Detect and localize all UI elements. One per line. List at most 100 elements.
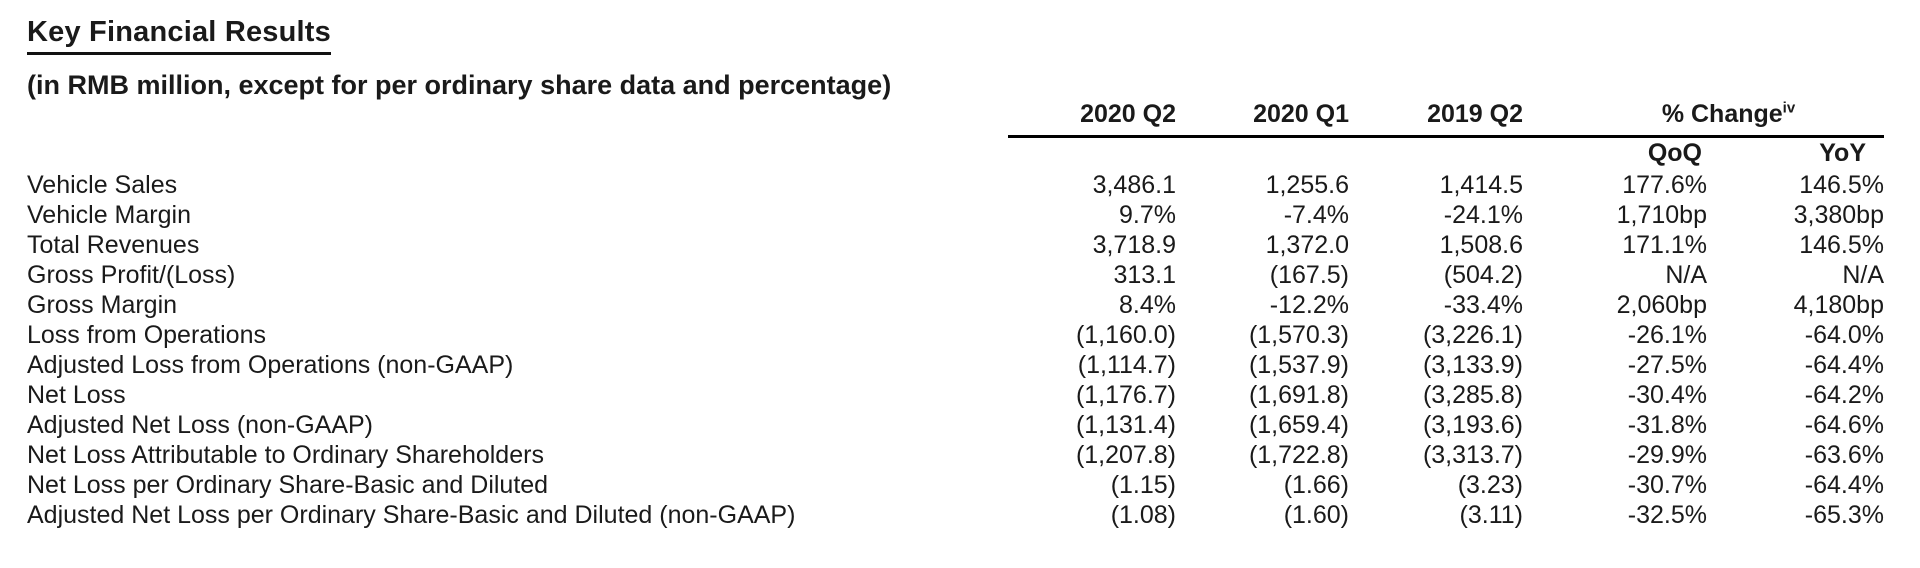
cell-value: (1.60) <box>1283 501 1349 529</box>
cell-value: 3,486.1 <box>1092 171 1176 199</box>
cell-value: N/A <box>1842 261 1884 289</box>
cell-value: (1,570.3) <box>1248 321 1349 349</box>
change-subheader-row: QoQ YoY <box>27 136 1884 170</box>
row-label: Adjusted Net Loss (non-GAAP) <box>27 411 373 439</box>
table-subtitle: (in RMB million, except for per ordinary… <box>27 70 892 100</box>
cell-value: (167.5) <box>1269 261 1349 289</box>
cell-value: -63.6% <box>1804 441 1884 469</box>
row-label: Net Loss <box>27 381 126 409</box>
cell-value: (1.66) <box>1283 471 1349 499</box>
cell-value: 1,710bp <box>1616 201 1707 229</box>
cell-value: 9.7% <box>1119 201 1176 229</box>
cell-value: -27.5% <box>1627 351 1707 379</box>
row-label: Vehicle Sales <box>27 171 178 199</box>
table-row: Vehicle Margin 9.7% -7.4% -24.1% 1,710bp 3,38… <box>27 200 1884 230</box>
cell-value: -65.3% <box>1804 501 1884 529</box>
subheader-spacer <box>1008 136 1176 170</box>
row-label: Adjusted Loss from Operations (non-GAAP) <box>27 351 514 379</box>
cell-value: -12.2% <box>1269 291 1349 319</box>
column-header-yoy: YoY <box>1819 139 1866 167</box>
column-header-percent-change: % Changeiv <box>1523 92 1884 138</box>
cell-value: -26.1% <box>1627 321 1707 349</box>
table-row: Vehicle Sales 3,486.1 1,255.6 1,414.5 177.6%… <box>27 170 1884 200</box>
cell-value: -32.5% <box>1627 501 1707 529</box>
header-spacer <box>27 92 1008 136</box>
percent-change-label: % Change <box>1661 99 1783 128</box>
cell-value: (1,131.4) <box>1075 411 1176 439</box>
column-header-2020-q2: 2020 Q2 <box>1008 92 1176 138</box>
table-row: Total Revenues 3,718.9 1,372.0 1,508.6 171.1… <box>27 230 1884 260</box>
cell-value: (3,313.7) <box>1422 441 1523 469</box>
cell-value: -64.2% <box>1804 381 1884 409</box>
cell-value: (3,193.6) <box>1422 411 1523 439</box>
cell-value: (1,176.7) <box>1075 381 1176 409</box>
cell-value: (504.2) <box>1443 261 1523 289</box>
cell-value: 4,180bp <box>1793 291 1884 319</box>
cell-value: 177.6% <box>1622 171 1707 199</box>
cell-value: (1,537.9) <box>1248 351 1349 379</box>
cell-value: 1,372.0 <box>1265 231 1349 259</box>
table-row: Net Loss per Ordinary Share-Basic and Di… <box>27 470 1884 500</box>
cell-value: (3,133.9) <box>1422 351 1523 379</box>
cell-value: 8.4% <box>1119 291 1176 319</box>
cell-value: 3,718.9 <box>1092 231 1176 259</box>
cell-value: (3,285.8) <box>1422 381 1523 409</box>
cell-value: (3.11) <box>1459 501 1523 529</box>
cell-value: (3,226.1) <box>1422 321 1523 349</box>
table-row: Adjusted Net Loss per Ordinary Share-Bas… <box>27 500 1884 530</box>
cell-value: (1.15) <box>1110 471 1176 499</box>
cell-value: -31.8% <box>1627 411 1707 439</box>
cell-value: (1,114.7) <box>1077 351 1176 379</box>
cell-value: 171.1% <box>1622 231 1707 259</box>
row-label: Vehicle Margin <box>27 201 191 229</box>
row-label: Total Revenues <box>27 231 200 259</box>
cell-value: -64.4% <box>1804 471 1884 499</box>
column-header-qoq: QoQ <box>1647 139 1702 167</box>
percent-change-footnote-marker: iv <box>1782 99 1796 117</box>
cell-value: -30.4% <box>1627 381 1707 409</box>
table-row: Net Loss Attributable to Ordinary Shareh… <box>27 440 1884 470</box>
page-title-text: Key Financial Results <box>27 16 331 55</box>
table-row: Loss from Operations (1,160.0) (1,570.3) (3… <box>27 320 1884 350</box>
cell-value: -64.6% <box>1804 411 1884 439</box>
cell-value: -30.7% <box>1627 471 1707 499</box>
cell-value: -64.0% <box>1804 321 1884 349</box>
cell-value: 146.5% <box>1799 171 1884 199</box>
key-financial-results-table: 2020 Q2 2020 Q1 2019 Q2 % Changeiv QoQ Y… <box>27 92 1884 530</box>
cell-value: 1,255.6 <box>1265 171 1349 199</box>
cell-value: (1.08) <box>1110 501 1176 529</box>
table-row: Adjusted Net Loss (non-GAAP) (1,131.4) (1,… <box>27 410 1884 440</box>
table-row: Adjusted Loss from Operations (non-GAAP)… <box>27 350 1884 380</box>
row-label: Loss from Operations <box>27 321 266 349</box>
cell-value: -29.9% <box>1627 441 1707 469</box>
table-row: Net Loss (1,176.7) (1,691.8) (3,285.8) -30.4… <box>27 380 1884 410</box>
cell-value: (1,691.8) <box>1248 381 1349 409</box>
cell-value: -24.1% <box>1443 201 1523 229</box>
table-row: Gross Profit/(Loss) 313.1 (167.5) (504.2) N/… <box>27 260 1884 290</box>
subheader-spacer <box>27 136 1008 170</box>
cell-value: 146.5% <box>1799 231 1884 259</box>
row-label: Net Loss Attributable to Ordinary Shareh… <box>27 441 544 469</box>
cell-value: 2,060bp <box>1616 291 1707 319</box>
cell-value: (3.23) <box>1457 471 1523 499</box>
column-header-2020-q1: 2020 Q1 <box>1176 92 1349 138</box>
cell-value: (1,207.8) <box>1075 441 1176 469</box>
row-label: Gross Margin <box>27 291 178 319</box>
cell-value: -33.4% <box>1443 291 1523 319</box>
cell-value: 1,414.5 <box>1439 171 1523 199</box>
subheader-spacer <box>1176 136 1349 170</box>
cell-value: (1,659.4) <box>1248 411 1349 439</box>
period-header-row: 2020 Q2 2020 Q1 2019 Q2 % Changeiv <box>27 92 1884 138</box>
table-body: Vehicle Sales 3,486.1 1,255.6 1,414.5 177.6%… <box>27 170 1884 530</box>
table-row: Gross Margin 8.4% -12.2% -33.4% 2,060bp 4,180… <box>27 290 1884 320</box>
cell-value: 1,508.6 <box>1439 231 1523 259</box>
cell-value: -64.4% <box>1804 351 1884 379</box>
row-label: Gross Profit/(Loss) <box>27 261 236 289</box>
cell-value: 3,380bp <box>1793 201 1884 229</box>
row-label: Adjusted Net Loss per Ordinary Share-Bas… <box>27 501 796 529</box>
subheader-spacer <box>1349 136 1523 170</box>
cell-value: (1,160.0) <box>1075 321 1176 349</box>
cell-value: 313.1 <box>1113 261 1176 289</box>
column-header-2019-q2: 2019 Q2 <box>1349 92 1523 138</box>
